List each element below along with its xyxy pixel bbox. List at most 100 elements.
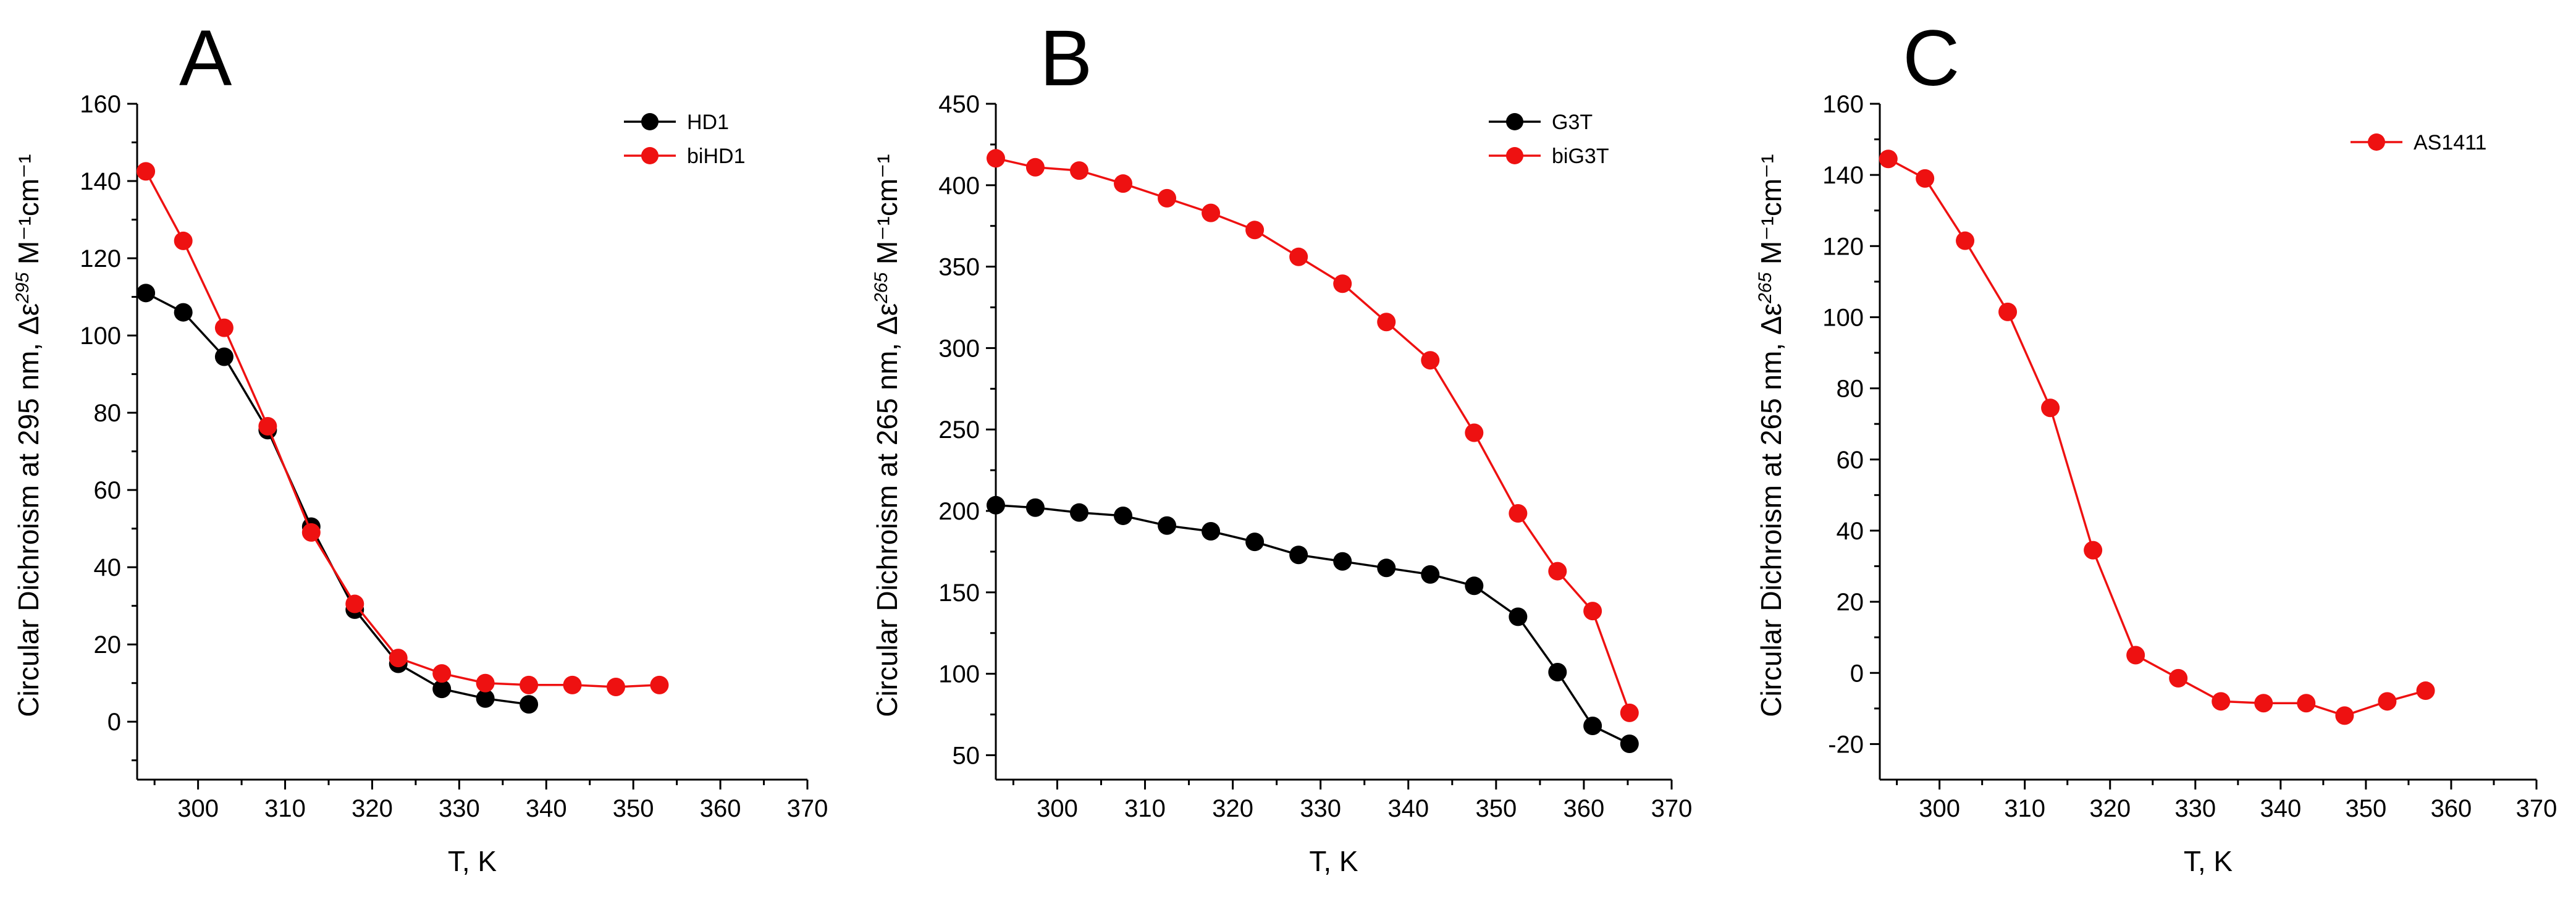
legend-marker: [1506, 147, 1523, 164]
data-point-g3t: [1069, 503, 1088, 522]
y-tick-label: -20: [1828, 731, 1864, 758]
data-point-hd1: [174, 303, 193, 322]
y-tick-label: 160: [80, 91, 121, 118]
series-line-bihd1: [145, 171, 660, 688]
x-tick-label: 340: [1387, 795, 1429, 822]
data-point-g3t: [1114, 506, 1133, 525]
x-tick-label: 320: [1212, 795, 1253, 822]
legend-label: HD1: [687, 111, 729, 134]
data-point-bihd1: [137, 162, 156, 181]
y-tick-label: 40: [1837, 518, 1864, 545]
data-point-g3t: [987, 495, 1005, 515]
x-tick-label: 320: [2089, 795, 2131, 822]
y-tick-label: 120: [80, 245, 121, 272]
data-point-bihd1: [432, 664, 452, 683]
data-point-bihd1: [607, 677, 625, 696]
y-tick-label: 100: [938, 661, 980, 688]
y-tick-label: 20: [1837, 589, 1864, 616]
legend: G3T biG3T: [1489, 111, 1609, 168]
series-line-big3t: [995, 157, 1631, 714]
y-axis-title: Circular Dichroism at 265 nm, Δε265 M⁻¹c…: [871, 154, 904, 717]
y-tick-label: 100: [1822, 304, 1864, 331]
data-point-big3t: [1548, 562, 1567, 581]
data-point-as1411: [1916, 169, 1935, 188]
y-axis-title-units: M⁻¹cm⁻¹: [1755, 154, 1787, 272]
data-point-bihd1: [520, 675, 539, 694]
legend-marker: [641, 113, 659, 130]
data-point-g3t: [1620, 735, 1639, 754]
x-tick-label: 310: [264, 795, 306, 822]
x-tick-label: 360: [2431, 795, 2472, 822]
data-point-hd1: [137, 284, 156, 303]
y-tick-label: 40: [94, 554, 122, 581]
legend: AS1411: [2351, 131, 2486, 154]
data-point-as1411: [2169, 668, 2188, 688]
data-point-as1411: [1998, 302, 2018, 321]
y-tick-label: 150: [938, 579, 980, 607]
legend-label: AS1411: [2414, 131, 2486, 154]
y-tick-label: 350: [938, 254, 980, 281]
data-point-g3t: [1548, 663, 1567, 682]
data-point-as1411: [2416, 681, 2435, 701]
data-point-g3t: [1377, 558, 1396, 578]
legend: HD1 biHD1: [624, 111, 745, 168]
y-axis-title-main: Circular Dichroism at 265 nm, Δε: [1755, 303, 1787, 717]
data-point-big3t: [1465, 423, 1484, 442]
panel-letter: C: [1903, 14, 1959, 103]
data-point-g3t: [1421, 565, 1440, 584]
data-point-bihd1: [258, 416, 277, 436]
y-tick-label: 450: [938, 91, 980, 118]
series-line-g3t: [995, 504, 1630, 745]
y-axis-title-superscript: 295: [12, 272, 33, 304]
x-tick-label: 370: [2516, 795, 2557, 822]
data-point-hd1: [520, 695, 539, 714]
y-tick-label: 60: [1837, 447, 1864, 474]
data-point-big3t: [1620, 703, 1639, 722]
chart-panel-b: 300 310 320 330 340 350 360 370 50 100 150 200 250 30…: [871, 14, 1693, 877]
y-tick-label: 200: [938, 498, 980, 525]
data-point-as1411: [2254, 694, 2273, 713]
y-tick-label: 50: [953, 742, 980, 769]
data-point-as1411: [2335, 706, 2354, 725]
data-point-hd1: [476, 689, 495, 708]
x-tick-label: 360: [700, 795, 741, 822]
y-tick-label: 140: [80, 168, 121, 195]
data-point-big3t: [1509, 503, 1528, 523]
data-point-g3t: [1583, 717, 1602, 736]
y-axis-title-superscript: 265: [1755, 272, 1775, 304]
x-tick-label: 340: [2260, 795, 2301, 822]
x-tick-label: 310: [2004, 795, 2045, 822]
data-point-bihd1: [214, 318, 234, 337]
x-tick-label: 330: [1300, 795, 1341, 822]
x-tick-label: 370: [787, 795, 828, 822]
data-point-hd1: [214, 347, 234, 366]
y-tick-label: 140: [1822, 162, 1864, 189]
data-point-g3t: [1509, 607, 1528, 626]
x-tick-label: 350: [613, 795, 654, 822]
data-point-g3t: [1245, 533, 1265, 552]
x-tick-label: 300: [177, 795, 219, 822]
data-point-big3t: [987, 149, 1005, 168]
x-tick-label: 300: [1919, 795, 1960, 822]
data-point-big3t: [1245, 221, 1265, 240]
y-tick-label: 400: [938, 172, 980, 200]
x-tick-label: 370: [1651, 795, 1693, 822]
x-axis-title: T, K: [448, 845, 497, 877]
panel-letter: A: [179, 14, 232, 103]
y-tick-label: 160: [1822, 91, 1864, 118]
legend-marker: [2368, 133, 2385, 151]
panel-letter: B: [1040, 14, 1092, 103]
legend-marker: [1506, 113, 1523, 130]
y-tick-label: 250: [938, 416, 980, 444]
chart-panel-c: 300 310 320 330 340 350 360 370 -20 0 20 40 60 80 100 1…: [1755, 14, 2557, 877]
data-point-big3t: [1583, 602, 1602, 621]
x-tick-label: 310: [1124, 795, 1166, 822]
data-point-bihd1: [563, 675, 582, 694]
data-point-big3t: [1333, 274, 1352, 293]
y-axis-title-units: M⁻¹cm⁻¹: [12, 154, 44, 272]
legend-label: G3T: [1552, 111, 1593, 134]
data-point-big3t: [1377, 313, 1396, 332]
y-tick-label: 300: [938, 335, 980, 362]
y-axis-title-main: Circular Dichroism at 265 nm, Δε: [871, 303, 903, 717]
